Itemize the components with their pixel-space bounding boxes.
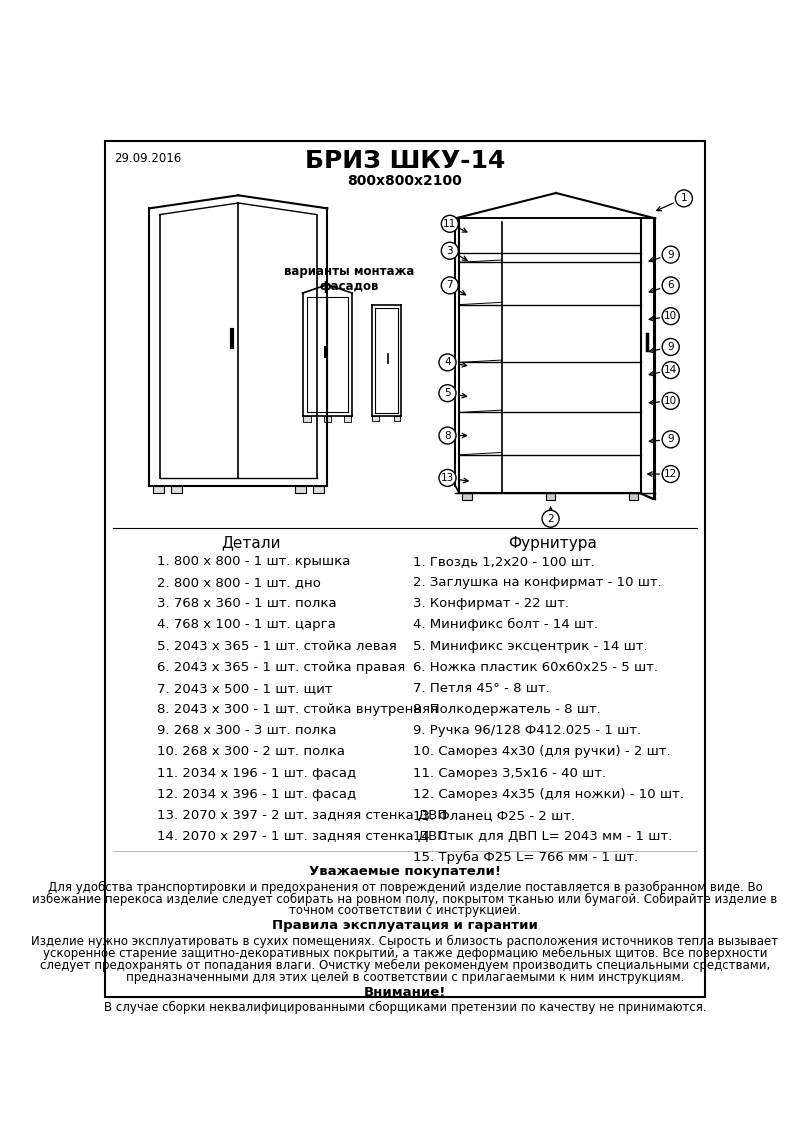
Bar xyxy=(344,416,352,421)
Text: 29.09.2016: 29.09.2016 xyxy=(115,152,182,166)
Text: 2: 2 xyxy=(547,514,554,524)
Bar xyxy=(303,416,311,421)
Text: 2. 800 х 800 - 1 шт. дно: 2. 800 х 800 - 1 шт. дно xyxy=(157,576,321,589)
Circle shape xyxy=(542,511,559,527)
Bar xyxy=(372,416,378,420)
Text: 8. Полкодержатель - 8 шт.: 8. Полкодержатель - 8 шт. xyxy=(412,703,600,716)
Text: 800x800x2100: 800x800x2100 xyxy=(348,174,462,188)
Bar xyxy=(629,494,638,500)
Circle shape xyxy=(662,465,679,482)
Text: 10. Саморез 4х30 (для ручки) - 2 шт.: 10. Саморез 4х30 (для ручки) - 2 шт. xyxy=(412,745,670,758)
Text: 9: 9 xyxy=(668,341,674,352)
Text: варианты монтажа
фасадов: варианты монтажа фасадов xyxy=(284,265,414,293)
Text: 15. Труба Ф25 L= 766 мм - 1 шт.: 15. Труба Ф25 L= 766 мм - 1 шт. xyxy=(412,851,638,864)
Circle shape xyxy=(439,384,456,401)
Circle shape xyxy=(439,470,456,487)
Text: 14: 14 xyxy=(664,365,677,375)
Text: Внимание!: Внимание! xyxy=(363,986,446,999)
Text: 9: 9 xyxy=(668,434,674,444)
Text: 14. 2070 х 297 - 1 шт. задняя стенка ДВП: 14. 2070 х 297 - 1 шт. задняя стенка ДВП xyxy=(157,831,447,843)
Bar xyxy=(153,486,164,494)
Text: 1. Гвоздь 1,2х20 - 100 шт.: 1. Гвоздь 1,2х20 - 100 шт. xyxy=(412,554,595,568)
Circle shape xyxy=(442,242,458,259)
Bar xyxy=(546,494,555,500)
Text: 8: 8 xyxy=(444,431,451,441)
Text: предназначенными для этих целей в соответствии с прилагаемыми к ним инструкциям.: предназначенными для этих целей в соотве… xyxy=(126,970,684,984)
Circle shape xyxy=(675,190,692,207)
Text: 6: 6 xyxy=(668,281,674,291)
Text: Для удобства транспортировки и предохранения от повреждений изделие поставляется: Для удобства транспортировки и предохран… xyxy=(47,880,762,894)
Text: 5. 2043 х 365 - 1 шт. стойка левая: 5. 2043 х 365 - 1 шт. стойка левая xyxy=(157,640,397,653)
Circle shape xyxy=(439,354,456,371)
Text: 12. Саморез 4х35 (для ножки) - 10 шт.: 12. Саморез 4х35 (для ножки) - 10 шт. xyxy=(412,788,683,801)
Text: следует предохранять от попадания влаги. Очистку мебели рекомендуем производить : следует предохранять от попадания влаги.… xyxy=(40,959,770,971)
Text: 9. 268 х 300 - 3 шт. полка: 9. 268 х 300 - 3 шт. полка xyxy=(157,725,337,737)
Text: 7: 7 xyxy=(446,281,453,291)
Text: 10. 268 х 300 - 2 шт. полка: 10. 268 х 300 - 2 шт. полка xyxy=(157,745,345,758)
Bar xyxy=(394,416,401,420)
Circle shape xyxy=(442,215,458,232)
Circle shape xyxy=(662,338,679,355)
Text: 7. 2043 х 500 - 1 шт. щит: 7. 2043 х 500 - 1 шт. щит xyxy=(157,682,333,695)
Text: 4. 768 х 100 - 1 шт. царга: 4. 768 х 100 - 1 шт. царга xyxy=(157,619,336,631)
Text: 12. 2034 х 396 - 1 шт. фасад: 12. 2034 х 396 - 1 шт. фасад xyxy=(157,788,356,801)
Text: Изделие нужно эксплуатировать в сухих помещениях. Сырость и близость расположени: Изделие нужно эксплуатировать в сухих по… xyxy=(32,935,778,948)
Text: БРИЗ ШКУ-14: БРИЗ ШКУ-14 xyxy=(305,149,505,174)
Text: 13. 2070 х 397 - 2 шт. задняя стенка ДВП: 13. 2070 х 397 - 2 шт. задняя стенка ДВП xyxy=(157,809,447,822)
Text: 14. Стык для ДВП L= 2043 мм - 1 шт.: 14. Стык для ДВП L= 2043 мм - 1 шт. xyxy=(412,831,672,843)
Bar xyxy=(313,486,323,494)
Text: 6. Ножка пластик 60х60х25 - 5 шт.: 6. Ножка пластик 60х60х25 - 5 шт. xyxy=(412,660,657,674)
Circle shape xyxy=(662,246,679,263)
Text: 10: 10 xyxy=(664,396,677,406)
Text: Фурнитура: Фурнитура xyxy=(508,535,596,551)
Circle shape xyxy=(662,362,679,379)
Bar xyxy=(462,494,472,500)
Text: 11. Саморез 3,5х16 - 40 шт.: 11. Саморез 3,5х16 - 40 шт. xyxy=(412,766,606,780)
Bar xyxy=(295,486,306,494)
Text: ускоренное старение защитно-декоративных покрытий, а также деформацию мебельных : ускоренное старение защитно-декоративных… xyxy=(43,947,767,960)
Text: 8. 2043 х 300 - 1 шт. стойка внутренняя: 8. 2043 х 300 - 1 шт. стойка внутренняя xyxy=(157,703,438,716)
Text: 3. 768 х 360 - 1 шт. полка: 3. 768 х 360 - 1 шт. полка xyxy=(157,597,337,610)
Text: 7. Петля 45° - 8 шт.: 7. Петля 45° - 8 шт. xyxy=(412,682,549,695)
Text: Правила эксплуатация и гарантии: Правила эксплуатация и гарантии xyxy=(272,920,538,932)
Circle shape xyxy=(662,392,679,409)
Text: 5: 5 xyxy=(444,388,451,398)
Circle shape xyxy=(439,427,456,444)
Text: 10: 10 xyxy=(664,311,677,321)
Text: 9. Ручка 96/128 Ф412.025 - 1 шт.: 9. Ручка 96/128 Ф412.025 - 1 шт. xyxy=(412,725,641,737)
Text: избежание перекоса изделие следует собирать на ровном полу, покрытом тканью или : избежание перекоса изделие следует собир… xyxy=(32,893,777,906)
Text: 11: 11 xyxy=(443,219,457,229)
Text: 6. 2043 х 365 - 1 шт. стойка правая: 6. 2043 х 365 - 1 шт. стойка правая xyxy=(157,660,405,674)
Text: 3. Конфирмат - 22 шт.: 3. Конфирмат - 22 шт. xyxy=(412,597,569,610)
Text: 4: 4 xyxy=(444,357,451,367)
Text: В случае сборки неквалифицированными сборщиками претензии по качеству не принима: В случае сборки неквалифицированными сбо… xyxy=(103,1001,706,1014)
Text: 1: 1 xyxy=(680,194,687,203)
Circle shape xyxy=(662,277,679,294)
Circle shape xyxy=(442,277,458,294)
Text: 2. Заглушка на конфирмат - 10 шт.: 2. Заглушка на конфирмат - 10 шт. xyxy=(412,576,661,589)
Text: 3: 3 xyxy=(446,246,453,256)
Text: 4. Минификс болт - 14 шт.: 4. Минификс болт - 14 шт. xyxy=(412,619,597,631)
Circle shape xyxy=(662,308,679,325)
Bar xyxy=(171,486,182,494)
Text: Уважаемые покупатели!: Уважаемые покупатели! xyxy=(309,866,501,878)
Text: 13. Фланец Ф25 - 2 шт.: 13. Фланец Ф25 - 2 шт. xyxy=(412,809,575,822)
Text: 13: 13 xyxy=(441,473,454,482)
Bar xyxy=(323,416,331,421)
Text: 11. 2034 х 196 - 1 шт. фасад: 11. 2034 х 196 - 1 шт. фасад xyxy=(157,766,356,780)
Text: Детали: Детали xyxy=(222,535,281,551)
Text: 9: 9 xyxy=(668,249,674,259)
Text: 12: 12 xyxy=(664,469,677,479)
Circle shape xyxy=(662,431,679,447)
Text: 1. 800 х 800 - 1 шт. крышка: 1. 800 х 800 - 1 шт. крышка xyxy=(157,554,350,568)
Text: 5. Минификс эксцентрик - 14 шт.: 5. Минификс эксцентрик - 14 шт. xyxy=(412,640,647,653)
Text: точном соответствии с инструкцией.: точном соответствии с инструкцией. xyxy=(289,905,521,917)
